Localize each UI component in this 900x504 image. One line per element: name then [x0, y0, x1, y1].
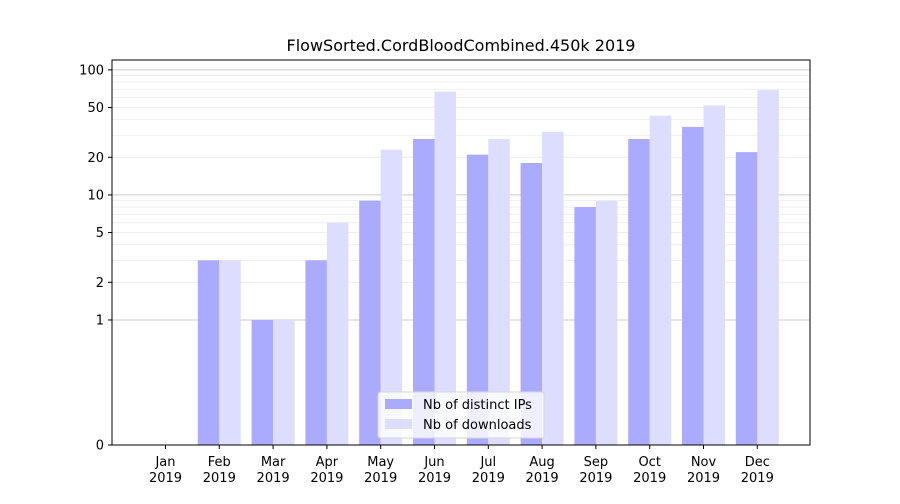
- axes-layer: 0125102050100Jan2019Feb2019Mar2019Apr201…: [79, 59, 811, 486]
- bar-distinct-ips: [520, 163, 543, 445]
- x-tick-label-year: 2019: [687, 471, 720, 486]
- y-tick-label: 0: [96, 439, 104, 454]
- bar-downloads: [703, 105, 725, 446]
- bar-distinct-ips: [197, 260, 220, 445]
- bar-distinct-ips: [574, 207, 596, 445]
- bar-downloads: [542, 131, 564, 445]
- legend-label: Nb of distinct IPs: [423, 398, 532, 413]
- x-tick-label-month: May: [367, 455, 394, 470]
- bar-downloads: [757, 90, 779, 446]
- bar-distinct-ips: [359, 200, 381, 445]
- x-tick-label-month: Aug: [529, 455, 554, 470]
- bar-downloads: [219, 260, 241, 445]
- x-tick-label-year: 2019: [364, 471, 397, 486]
- y-tick-label: 20: [87, 151, 104, 166]
- bar-distinct-ips: [682, 126, 704, 446]
- grid-layer: [112, 69, 810, 321]
- y-tick-label: 1: [96, 313, 104, 328]
- bar-distinct-ips: [305, 260, 327, 445]
- y-tick-label: 5: [96, 226, 104, 241]
- y-tick-label: 10: [87, 188, 104, 203]
- x-tick-label-year: 2019: [579, 471, 612, 486]
- bar-distinct-ips: [735, 152, 758, 445]
- bar-downloads: [434, 91, 456, 445]
- legend: Nb of distinct IPs Nb of downloads: [377, 391, 545, 439]
- legend-swatch-distinct-ips: [385, 399, 412, 409]
- x-tick-label-month: Mar: [261, 455, 286, 470]
- x-tick-label-year: 2019: [203, 471, 236, 486]
- bar-downloads: [595, 200, 618, 445]
- bars-layer: [197, 90, 779, 446]
- legend-box: [377, 391, 545, 439]
- x-tick-label-month: Dec: [745, 455, 770, 470]
- x-tick-label-year: 2019: [418, 471, 451, 486]
- x-tick-label-month: Jun: [423, 455, 444, 470]
- x-tick-label-year: 2019: [310, 471, 343, 486]
- x-tick-label-month: Feb: [208, 455, 231, 470]
- x-tick-label-month: Apr: [316, 455, 339, 470]
- x-tick-label-year: 2019: [257, 471, 290, 486]
- x-tick-label-year: 2019: [526, 471, 559, 486]
- bar-distinct-ips: [413, 139, 435, 445]
- bar-downloads: [273, 319, 295, 445]
- legend-swatch-downloads: [385, 419, 412, 429]
- x-tick-label-year: 2019: [472, 471, 505, 486]
- bar-downloads: [488, 139, 510, 445]
- bar-downloads: [649, 115, 672, 445]
- bar-downloads: [326, 222, 349, 445]
- x-tick-label-month: Nov: [691, 455, 717, 470]
- x-tick-label-year: 2019: [741, 471, 774, 486]
- x-tick-label-year: 2019: [149, 471, 182, 486]
- x-tick-label-month: Oct: [638, 455, 660, 470]
- y-tick-label: 50: [87, 101, 104, 116]
- legend-label: Nb of downloads: [423, 418, 532, 433]
- bar-distinct-ips: [466, 154, 489, 446]
- chart-title: FlowSorted.CordBloodCombined.450k 2019: [287, 36, 636, 55]
- bar-distinct-ips: [628, 139, 650, 445]
- bar-downloads: [380, 149, 403, 446]
- axes-frame: [111, 59, 811, 446]
- x-tick-label-year: 2019: [633, 471, 666, 486]
- bar-distinct-ips: [251, 319, 274, 445]
- y-tick-label: 100: [79, 63, 104, 78]
- x-tick-label-month: Jul: [479, 455, 496, 470]
- x-tick-label-month: Jan: [154, 455, 175, 470]
- x-tick-label-month: Sep: [584, 455, 609, 470]
- y-tick-label: 2: [96, 276, 104, 291]
